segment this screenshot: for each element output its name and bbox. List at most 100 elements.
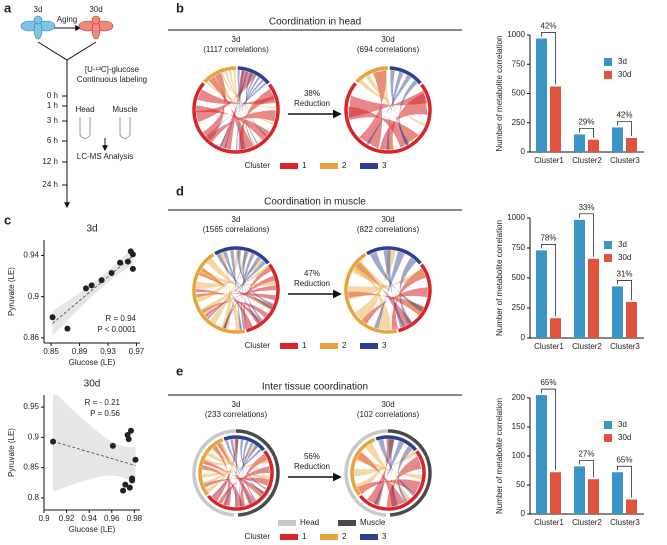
bar [612, 127, 623, 152]
legend-swatch [604, 434, 612, 442]
chord-ring [389, 66, 422, 85]
chord [207, 260, 266, 320]
chord [352, 260, 424, 315]
chord [379, 92, 428, 150]
annotation: 42% [616, 111, 632, 120]
chord-ring [245, 263, 280, 333]
y-tick-label: 0.94 [23, 251, 39, 260]
chord [361, 287, 428, 324]
y-tick-label: 0.85 [23, 463, 39, 472]
chord [224, 71, 249, 149]
chord [357, 452, 405, 507]
change-label: Reduction [294, 462, 330, 471]
change: 47% [304, 269, 320, 278]
x-tick-label: Cluster1 [534, 518, 564, 527]
chord [206, 82, 267, 138]
timepoint: 12 h [42, 157, 58, 166]
bar [536, 38, 547, 153]
chord-ring [223, 435, 266, 452]
bracket [541, 32, 556, 85]
chord [373, 71, 414, 143]
tissue-ring [235, 429, 280, 517]
legend-swatch [320, 534, 338, 540]
chord [196, 250, 241, 303]
chord [196, 105, 270, 141]
point [50, 438, 57, 445]
chord [211, 448, 262, 498]
chord [234, 439, 239, 507]
legend-label: 30d [618, 433, 631, 442]
chord-ring [344, 82, 432, 154]
chord [353, 262, 392, 330]
legend-swatch [360, 343, 378, 349]
chord-ring [366, 246, 422, 265]
chord [240, 454, 268, 507]
chord [196, 72, 255, 123]
change: 56% [304, 452, 320, 461]
legend-label: 3d [618, 420, 627, 429]
bar [612, 286, 623, 338]
y-tick-label: 0 [521, 333, 526, 342]
chord-title: Inter tissue coordination [262, 382, 368, 393]
x-tick-label: Cluster2 [572, 342, 602, 351]
legend-label: 2 [342, 532, 347, 541]
chord [207, 451, 269, 466]
merge-lines [37, 41, 97, 61]
chord [354, 450, 417, 477]
chord [239, 442, 254, 507]
condition-label: 30d [381, 400, 394, 409]
legend-label: 3 [382, 341, 387, 350]
chord [207, 110, 276, 143]
legend-title: Cluster [245, 532, 271, 541]
x-tick-label: 0.98 [127, 514, 143, 523]
panel-label: c [4, 212, 11, 227]
chord [222, 275, 275, 329]
tissue-head: Head [75, 105, 94, 114]
chord [202, 465, 243, 507]
chord-ring [206, 450, 274, 511]
point [108, 269, 115, 276]
chord [202, 72, 226, 141]
y-tick-label: 250 [512, 118, 526, 127]
x-tick-label: 0.93 [100, 347, 116, 356]
tissue-ring [344, 429, 389, 517]
legend-swatch [604, 241, 612, 249]
chord [388, 439, 398, 507]
chord [206, 258, 273, 311]
fly-old [78, 15, 114, 40]
chord [237, 250, 274, 306]
point [64, 325, 71, 332]
tracer: [U-¹³C]-glucose [85, 65, 140, 74]
x-tick-label: Cluster2 [572, 156, 602, 165]
x-tick-label: 0.97 [129, 347, 145, 356]
legend-label: 1 [302, 532, 307, 541]
chord [348, 106, 419, 148]
point [82, 285, 89, 292]
chord [373, 440, 405, 506]
chord [219, 252, 231, 330]
x-tick-label: 0.9 [38, 514, 50, 523]
x-tick-label: 0.85 [43, 347, 59, 356]
legend-swatch [360, 163, 378, 169]
chord [369, 251, 424, 312]
x-tick-label: Cluster3 [610, 156, 640, 165]
point [129, 265, 136, 272]
legend-swatch [280, 343, 298, 349]
chord-ring [214, 246, 270, 265]
bracket [617, 280, 632, 300]
point [132, 456, 139, 463]
annotation: 65% [540, 378, 556, 387]
chord [378, 439, 416, 496]
chord [356, 453, 422, 480]
tube [79, 117, 91, 139]
y-axis-label: Pyruvate (LE) [7, 267, 16, 316]
change-label: Reduction [294, 99, 330, 108]
chart-title: 3d [86, 224, 97, 235]
point [49, 314, 56, 321]
legend-label: 30d [618, 70, 631, 79]
bar [626, 302, 637, 338]
y-tick-label: 100 [512, 451, 526, 460]
legend-swatch [280, 534, 298, 540]
chord [230, 250, 242, 330]
